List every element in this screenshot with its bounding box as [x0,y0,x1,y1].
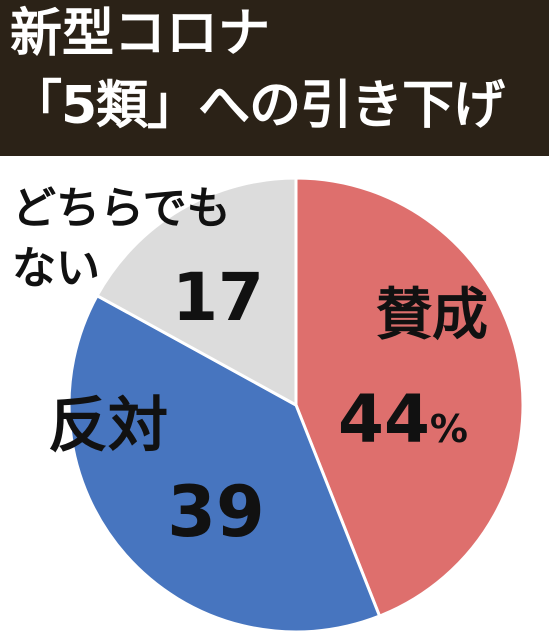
slice-value-agree: 44 [338,381,430,458]
pie-slice-oppose [67,294,382,634]
slice-value-unit: % [430,407,468,451]
title-bar: 新型コロナ 「5類」への引き下げ [0,0,549,156]
slice-value-agree-group: 44% [338,381,468,458]
slice-label-neither-line-1: どちらでも [12,183,231,234]
slice-label-oppose: 反対 [48,391,168,461]
pie-slice-agree [294,176,525,618]
slice-label-agree: 賛成 [376,283,488,348]
slice-label-neither-line-2: ない [12,243,100,294]
chart-title-line-1: 新型コロナ [10,4,271,64]
pie-slices [67,176,525,634]
chart-title-line-2: 「5類」への引き下げ [10,76,505,136]
pie-slice-neither [95,176,298,407]
slice-value-oppose: 39 [167,471,264,553]
slice-value-neither: 17 [172,259,264,336]
